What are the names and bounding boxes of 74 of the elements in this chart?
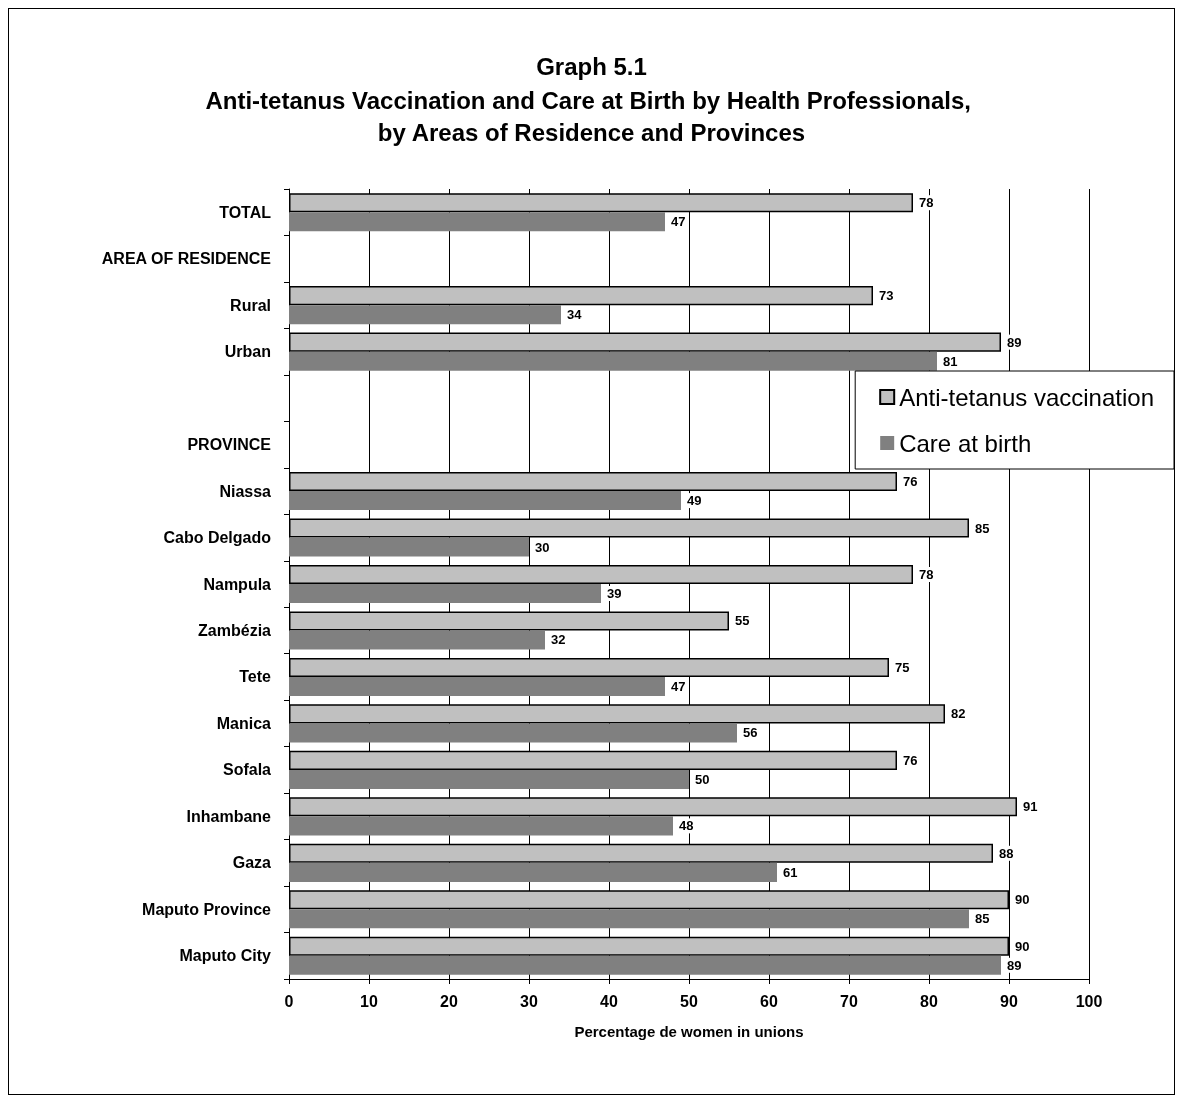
y-tick-label: Cabo Delgado (163, 529, 272, 547)
data-label: 73 (879, 288, 894, 304)
y-tick-label: Urban (224, 343, 271, 361)
data-label: 76 (903, 752, 918, 768)
data-label: 91 (1023, 799, 1038, 815)
data-label: 81 (943, 353, 958, 369)
x-tick-label: 40 (600, 992, 618, 1010)
data-label: 56 (743, 725, 758, 741)
bar (289, 630, 545, 650)
bar (289, 676, 665, 696)
x-tick-label: 30 (520, 992, 538, 1010)
chart-title: Graph 5.1 (536, 52, 647, 80)
x-tick-label: 20 (440, 992, 458, 1010)
y-tick-label: TOTAL (219, 203, 272, 221)
data-label: 30 (535, 539, 550, 555)
x-tick-label: 60 (760, 992, 778, 1010)
data-label: 47 (671, 214, 686, 230)
data-label: 32 (551, 632, 566, 648)
x-tick-label: 90 (1000, 992, 1018, 1010)
bar (289, 491, 681, 511)
x-tick-label: 100 (1075, 992, 1103, 1010)
data-label: 55 (735, 613, 750, 629)
y-tick-label: Nampula (203, 575, 272, 593)
bar (289, 909, 969, 929)
data-label: 39 (607, 586, 622, 602)
y-tick-label: Sofala (222, 761, 272, 779)
data-label: 49 (687, 493, 702, 509)
x-tick-label: 10 (360, 992, 378, 1010)
data-label: 50 (695, 771, 710, 787)
data-label: 85 (975, 520, 990, 536)
data-label: 82 (951, 706, 966, 722)
data-label: 48 (679, 818, 694, 834)
x-tick-label: 70 (840, 992, 858, 1010)
data-label: 88 (999, 845, 1014, 861)
bar (289, 862, 777, 882)
data-label: 76 (903, 474, 918, 490)
data-label: 89 (1007, 334, 1022, 350)
bar (289, 584, 601, 604)
data-label: 90 (1015, 938, 1030, 954)
y-tick-label: Tete (239, 668, 272, 686)
bar (289, 955, 1001, 975)
bar (289, 769, 689, 789)
y-tick-label: Maputo Province (142, 900, 272, 918)
chart-subtitle: Anti-tetanus Vaccination and Care at Birth by Health Professionals, by Areas of Residence and Provinces (205, 86, 978, 146)
y-tick-label: Rural (230, 296, 271, 314)
y-tick-label: Zambézia (198, 621, 272, 639)
y-tick-label: Manica (216, 714, 272, 732)
x-tick-label: 80 (920, 992, 938, 1010)
y-tick-label: Niassa (219, 482, 272, 500)
bar (289, 351, 937, 371)
data-label: 47 (671, 678, 686, 694)
x-tick-label: 50 (680, 992, 698, 1010)
data-label: 90 (1015, 892, 1030, 908)
bar (289, 537, 529, 557)
data-label: 61 (783, 864, 798, 880)
legend-label: Anti-tetanus vaccination (899, 383, 1154, 411)
legend-label: Care at birth (899, 429, 1032, 457)
bar (289, 305, 561, 325)
x-tick-label: 0 (284, 992, 294, 1010)
y-tick-label: Gaza (232, 854, 272, 872)
y-tick-label: Maputo City (179, 947, 272, 965)
data-label: 78 (919, 566, 934, 582)
data-label: 89 (1007, 957, 1022, 973)
bar (289, 816, 673, 836)
bar (289, 723, 737, 743)
x-axis-title: Percentage de women in unions (574, 1023, 804, 1040)
data-label: 34 (567, 307, 583, 323)
y-tick-label: PROVINCE (187, 436, 272, 454)
data-label: 78 (919, 195, 934, 211)
data-label: 85 (975, 911, 990, 927)
data-label: 75 (895, 659, 910, 675)
y-tick-label: Inhambane (186, 807, 272, 825)
bar (289, 212, 665, 232)
y-tick-label: AREA OF RESIDENCE (101, 250, 272, 268)
